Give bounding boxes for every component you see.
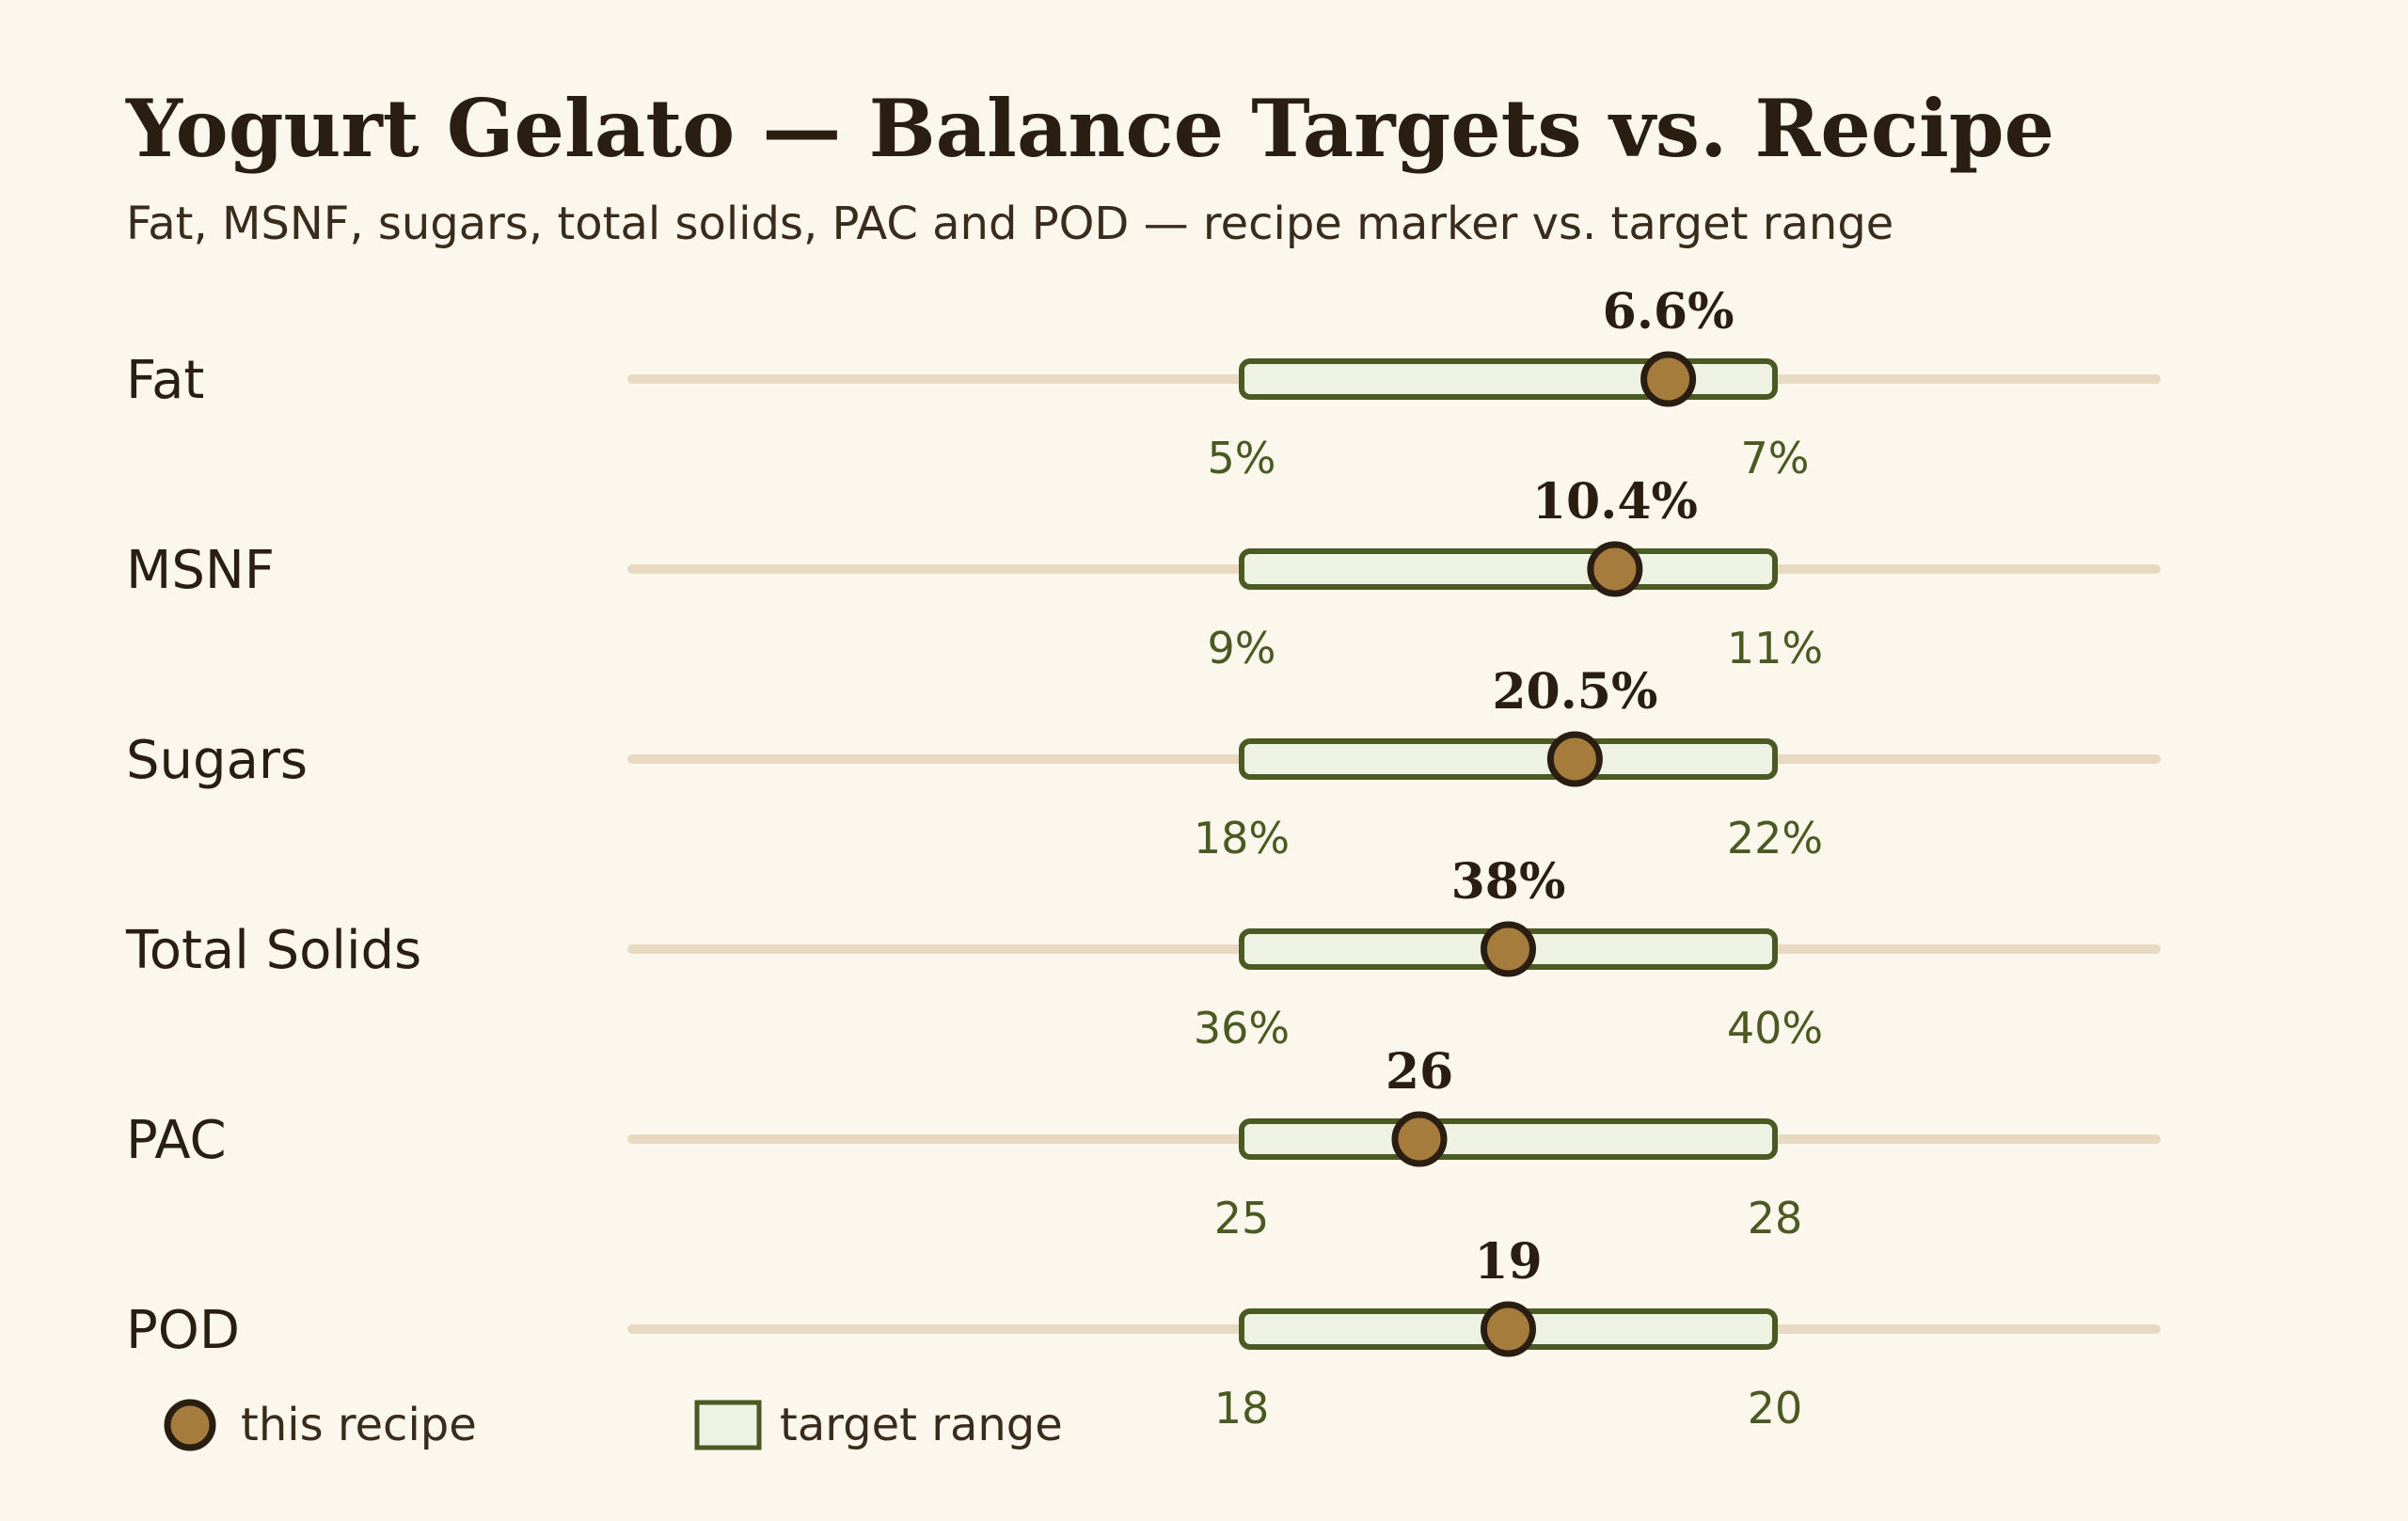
recipe-marker bbox=[1481, 921, 1536, 977]
range-max-label: 20 bbox=[1748, 1383, 1803, 1434]
range-min-label: 18% bbox=[1194, 813, 1290, 863]
row-label: MSNF bbox=[126, 540, 275, 601]
legend-recipe-marker bbox=[164, 1399, 216, 1451]
range-min-label: 25 bbox=[1214, 1193, 1270, 1244]
row-label: Fat bbox=[126, 350, 204, 411]
recipe-marker bbox=[1546, 731, 1603, 787]
range-max-label: 40% bbox=[1727, 1003, 1823, 1054]
recipe-value-label: 38% bbox=[1451, 853, 1566, 911]
legend: this recipe target range bbox=[164, 1399, 1063, 1451]
recipe-marker bbox=[1481, 1301, 1536, 1357]
row-label: PAC bbox=[126, 1110, 227, 1171]
recipe-marker bbox=[1587, 541, 1643, 597]
chart-title: Yogurt Gelato — Balance Targets vs. Reci… bbox=[125, 82, 2054, 175]
row-label: Sugars bbox=[126, 730, 308, 791]
row-label: POD bbox=[126, 1300, 240, 1361]
range-min-label: 18 bbox=[1214, 1383, 1270, 1434]
recipe-value-label: 10.4% bbox=[1532, 473, 1698, 531]
recipe-value-label: 6.6% bbox=[1603, 283, 1735, 341]
chart-rows: Fat 5% 7% 6.6% MSNF 9% 11% 10.4% Sugars 18% 22% 20.… bbox=[125, 283, 2161, 1434]
legend-range-label: target range bbox=[780, 1399, 1063, 1451]
target-range-bar bbox=[1239, 358, 1778, 400]
recipe-value-label: 20.5% bbox=[1492, 663, 1657, 721]
row-label: Total Solids bbox=[125, 920, 421, 981]
chart-subtitle: Fat, MSNF, sugars, total solids, PAC and… bbox=[126, 198, 1893, 250]
range-min-label: 9% bbox=[1208, 623, 1276, 673]
legend-recipe-label: this recipe bbox=[241, 1399, 477, 1451]
range-min-label: 5% bbox=[1208, 433, 1276, 483]
target-range-bar bbox=[1239, 548, 1778, 590]
range-max-label: 11% bbox=[1727, 623, 1823, 673]
recipe-value-label: 26 bbox=[1386, 1043, 1453, 1101]
recipe-marker bbox=[1640, 351, 1697, 407]
legend-range-swatch bbox=[694, 1400, 762, 1450]
recipe-value-label: 19 bbox=[1474, 1233, 1542, 1291]
target-range-bar bbox=[1239, 738, 1778, 780]
range-max-label: 28 bbox=[1748, 1193, 1803, 1244]
target-range-bar bbox=[1239, 1118, 1778, 1160]
range-max-label: 22% bbox=[1727, 813, 1823, 863]
range-max-label: 7% bbox=[1741, 433, 1810, 483]
range-min-label: 36% bbox=[1194, 1003, 1290, 1054]
recipe-marker bbox=[1391, 1111, 1448, 1167]
